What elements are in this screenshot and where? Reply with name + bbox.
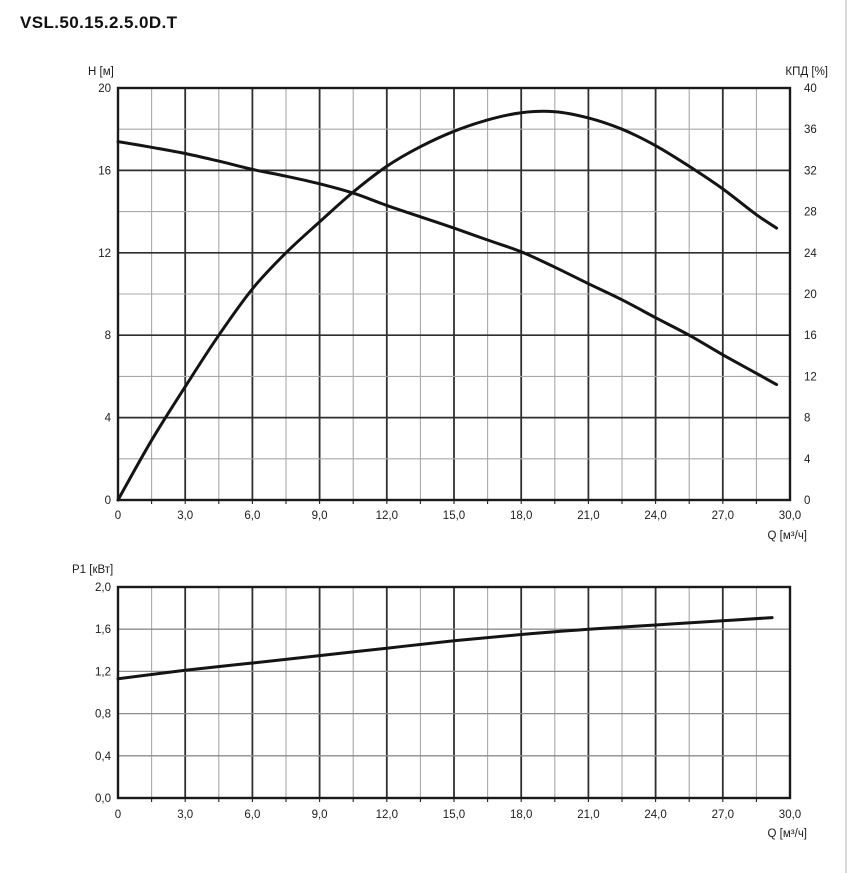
- left-axis-tick-label: 1,6: [95, 624, 111, 636]
- plot-border: [116, 585, 792, 800]
- x-tick-label: 27,0: [712, 809, 734, 821]
- left-axis-tick-label: 8: [105, 330, 111, 342]
- x-tick-label: 15,0: [443, 510, 465, 522]
- x-tick-label: 24,0: [644, 510, 666, 522]
- left-axis-tick-label: 0,8: [95, 709, 111, 721]
- left-axis-tick-label: 16: [98, 165, 111, 177]
- power-chart: 0 3,0 6,0 9,0 12,0 15,0 18,0 21,0 24,0 27,0 30,0 Q …: [72, 564, 807, 840]
- x-tick-labels: 0 3,0 6,0 9,0 12,0 15,0 18,0 21,0 24,0 27,0 30,0: [115, 510, 801, 522]
- left-axis-tick-label: 0,4: [95, 751, 112, 763]
- head-curve: [116, 140, 779, 387]
- x-tick-label: 30,0: [779, 809, 801, 821]
- right-axis-tick-label: 16: [804, 330, 817, 342]
- left-axis-tick-label: 2,0: [95, 582, 111, 594]
- left-axis-title: H [м]: [88, 66, 114, 78]
- x-tick-label: 21,0: [577, 809, 599, 821]
- x-tick-label: 3,0: [177, 510, 193, 522]
- right-axis-tick-label: 28: [804, 207, 817, 219]
- x-tick-label: 9,0: [312, 510, 328, 522]
- x-tick-label: 30,0: [779, 510, 801, 522]
- x-axis-title: Q [м³/ч]: [768, 530, 807, 542]
- left-axis-tick-labels: 20 16 12 8 4 0: [98, 83, 111, 507]
- head-and-efficiency-chart: 0 3,0 6,0 9,0 12,0 15,0 18,0 21,0 24,0 27,0 30,0 Q …: [88, 66, 828, 542]
- right-axis-tick-label: 12: [804, 371, 817, 383]
- left-axis-tick-label: 1,2: [95, 666, 111, 678]
- left-axis-tick-label: 20: [98, 83, 111, 95]
- x-axis-title: Q [м³/ч]: [768, 828, 807, 840]
- x-tick-label: 15,0: [443, 809, 465, 821]
- right-axis-tick-label: 4: [804, 454, 811, 466]
- x-tick-label: 12,0: [376, 809, 398, 821]
- x-tick-label: 6,0: [244, 510, 260, 522]
- x-tick-label: 3,0: [177, 809, 193, 821]
- vertical-gridlines: [151, 587, 757, 798]
- right-axis-tick-label: 24: [804, 248, 817, 260]
- x-tick-label: 12,0: [376, 510, 398, 522]
- x-tick-label: 9,0: [312, 809, 328, 821]
- power-curve: [116, 616, 774, 681]
- efficiency-curve: [116, 109, 779, 502]
- x-tick-label: 18,0: [510, 809, 532, 821]
- x-tick-label: 24,0: [644, 809, 666, 821]
- horizontal-gridlines: [118, 128, 790, 460]
- left-axis-tick-labels: 2,0 1,6 1,2 0,8 0,4 0,0: [95, 582, 112, 805]
- right-axis-tick-label: 40: [804, 83, 817, 95]
- horizontal-gridlines: [118, 628, 790, 757]
- right-axis-tick-label: 8: [804, 413, 810, 425]
- x-tick-label: 0: [115, 510, 121, 522]
- left-axis-tick-label: 12: [98, 248, 111, 260]
- page-title: VSL.50.15.2.5.0D.T: [20, 13, 178, 32]
- x-tick-label: 27,0: [712, 510, 734, 522]
- right-axis-tick-label: 32: [804, 165, 817, 177]
- page-right-edge-line: [845, 0, 847, 873]
- left-axis-title: P1 [кВт]: [72, 564, 113, 576]
- right-axis-title: КПД [%]: [785, 66, 828, 78]
- right-axis-tick-label: 0: [804, 495, 810, 507]
- x-tick-label: 18,0: [510, 510, 532, 522]
- left-axis-tick-label: 0: [105, 495, 111, 507]
- x-tick-label: 0: [115, 809, 121, 821]
- left-axis-tick-label: 4: [105, 413, 112, 425]
- x-tick-label: 6,0: [244, 809, 260, 821]
- left-axis-tick-label: 0,0: [95, 793, 111, 805]
- x-tick-label: 21,0: [577, 510, 599, 522]
- right-axis-tick-label: 20: [804, 289, 817, 301]
- plot-border: [116, 86, 792, 502]
- right-axis-tick-label: 36: [804, 124, 817, 136]
- x-tick-labels: 0 3,0 6,0 9,0 12,0 15,0 18,0 21,0 24,0 27,0 30,0: [115, 809, 801, 821]
